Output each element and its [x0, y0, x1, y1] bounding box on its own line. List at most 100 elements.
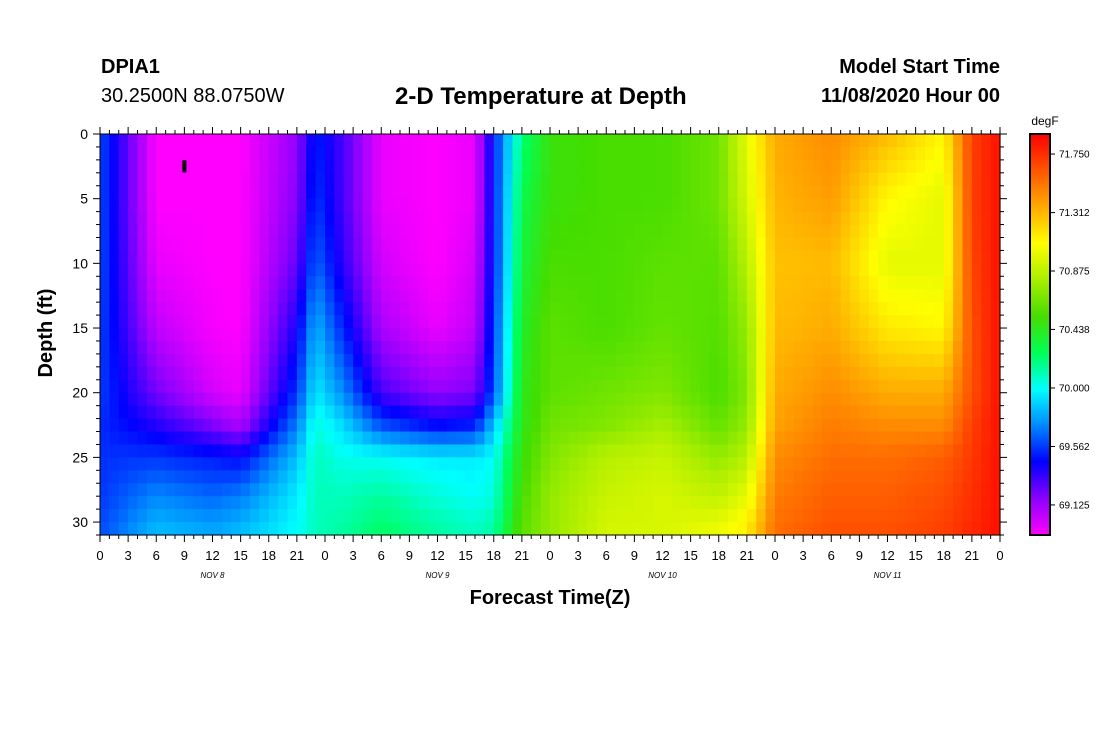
heatmap-cell — [240, 172, 251, 187]
heatmap-cell — [409, 483, 420, 497]
heatmap-cell — [493, 353, 504, 368]
heatmap-cell — [625, 302, 635, 316]
heatmap-cell — [400, 172, 410, 187]
heatmap-cell — [418, 276, 429, 290]
heatmap-cell — [315, 134, 326, 148]
heatmap-cell — [615, 224, 626, 239]
heatmap-cell — [653, 328, 664, 342]
heatmap-cell — [493, 315, 504, 329]
heatmap-cell — [784, 431, 795, 446]
heatmap-cell — [643, 211, 654, 226]
heatmap-cell — [850, 224, 860, 239]
heatmap-cell — [615, 366, 626, 381]
heatmap-cell — [503, 237, 514, 252]
heatmap-cell — [596, 315, 607, 329]
heatmap-cell — [681, 366, 692, 381]
heatmap-cell — [681, 496, 692, 510]
heatmap-cell — [493, 224, 504, 239]
heatmap-cell — [793, 470, 804, 484]
heatmap-cell — [606, 366, 617, 381]
heatmap-cell — [868, 172, 879, 187]
heatmap-cell — [456, 405, 467, 420]
heatmap-cell — [943, 159, 954, 174]
heatmap-cell — [109, 263, 120, 277]
heatmap-cell — [765, 509, 776, 523]
heatmap-cell — [268, 302, 279, 316]
heatmap-cell — [503, 224, 514, 239]
heatmap-cell — [212, 328, 223, 342]
heatmap-cell — [540, 211, 551, 226]
heatmap-cell — [634, 315, 645, 329]
heatmap-cell — [296, 418, 307, 433]
heatmap-cell — [775, 159, 785, 174]
heatmap-cell — [934, 483, 945, 497]
heatmap-cell — [596, 509, 607, 523]
heatmap-cell — [484, 211, 495, 226]
heatmap-cell — [540, 379, 551, 394]
heatmap-cell — [653, 366, 664, 381]
heatmap-cell — [925, 146, 935, 161]
heatmap-cell — [728, 172, 739, 187]
heatmap-cell — [287, 146, 298, 161]
heatmap-cell — [625, 289, 635, 303]
heatmap-cell — [287, 250, 298, 264]
heatmap-cell — [550, 185, 560, 200]
heatmap-cell — [634, 328, 645, 342]
heatmap-cell — [962, 405, 973, 420]
heatmap-cell — [400, 405, 410, 420]
heatmap-cell — [446, 250, 457, 264]
heatmap-cell — [521, 172, 532, 187]
heatmap-cell — [840, 522, 851, 536]
heatmap-cell — [681, 159, 692, 174]
heatmap-cell — [268, 185, 279, 200]
heatmap-cell — [100, 366, 110, 381]
heatmap-cell — [709, 328, 720, 342]
heatmap-cell — [475, 250, 485, 264]
heatmap-cell — [840, 237, 851, 252]
heatmap-cell — [962, 250, 973, 264]
heatmap-cell — [165, 250, 176, 264]
heatmap-cell — [962, 509, 973, 523]
heatmap-cell — [550, 134, 560, 148]
heatmap-cell — [962, 172, 973, 187]
heatmap-cell — [887, 496, 898, 510]
heatmap-cell — [971, 418, 982, 433]
heatmap-cell — [400, 250, 410, 264]
heatmap-cell — [353, 366, 364, 381]
heatmap-cell — [521, 457, 532, 471]
heatmap-cell — [671, 198, 682, 213]
heatmap-cell — [362, 250, 373, 264]
heatmap-cell — [212, 509, 223, 523]
heatmap-cell — [653, 250, 664, 264]
heatmap-cell — [418, 418, 429, 433]
heatmap-cell — [428, 224, 439, 239]
heatmap-cell — [381, 237, 392, 252]
heatmap-cell — [381, 522, 392, 536]
heatmap-cell — [596, 444, 607, 458]
heatmap-cell — [259, 366, 270, 381]
heatmap-cell — [100, 263, 110, 277]
heatmap-cell — [850, 237, 860, 252]
heatmap-cell — [325, 366, 335, 381]
heatmap-cell — [100, 470, 110, 484]
heatmap-cell — [596, 198, 607, 213]
heatmap-cell — [475, 522, 485, 536]
heatmap-cell — [587, 392, 598, 407]
heatmap-cell — [925, 366, 935, 381]
heatmap-cell — [109, 276, 120, 290]
heatmap-cell — [953, 276, 964, 290]
heatmap-cell — [934, 509, 945, 523]
heatmap-cell — [596, 328, 607, 342]
heatmap-cell — [831, 146, 842, 161]
heatmap-cell — [165, 418, 176, 433]
heatmap-cell — [737, 457, 748, 471]
heatmap-cell — [934, 159, 945, 174]
heatmap-cell — [943, 431, 954, 446]
heatmap-cell — [587, 315, 598, 329]
heatmap-cell — [137, 328, 148, 342]
heatmap-cell — [221, 302, 232, 316]
heatmap-cell — [259, 172, 270, 187]
heatmap-cell — [250, 418, 260, 433]
heatmap-cell — [915, 185, 926, 200]
heatmap-cell — [550, 211, 560, 226]
